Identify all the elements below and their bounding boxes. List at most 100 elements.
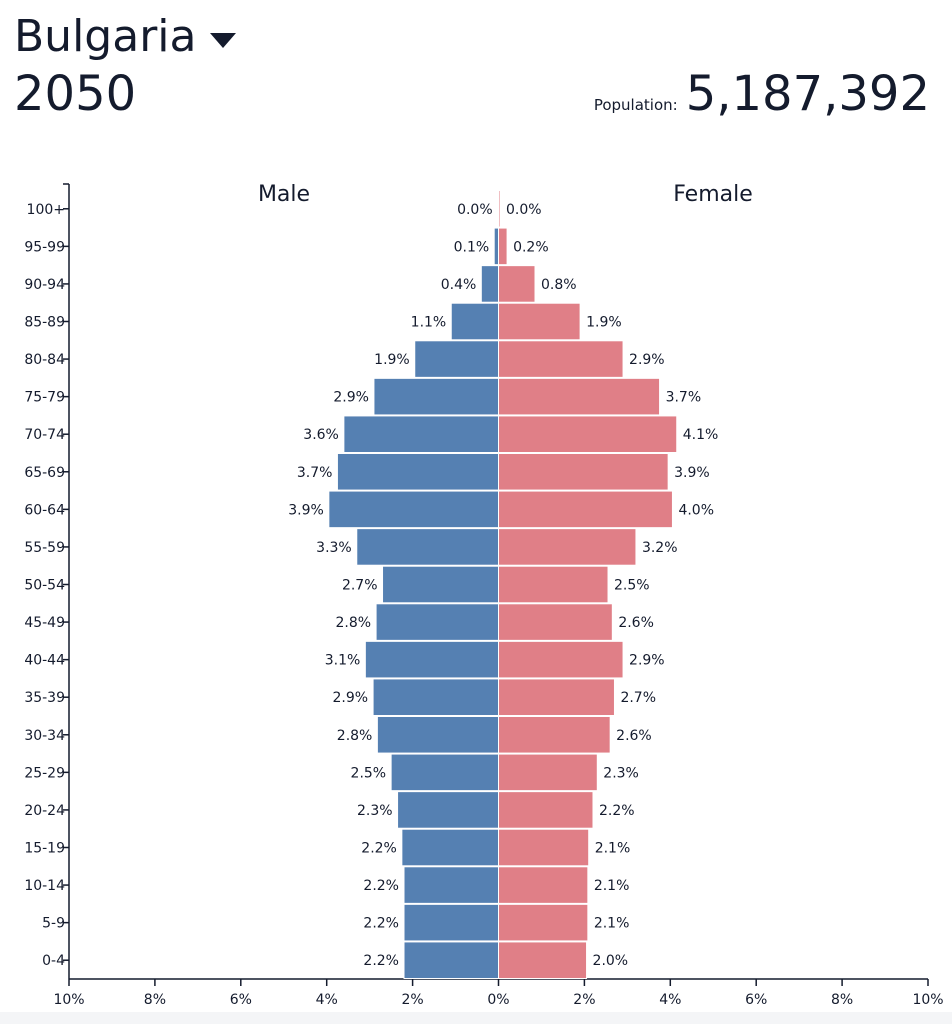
age-group-label: 35-39 <box>24 690 65 706</box>
female-value-label: 2.9% <box>629 653 665 669</box>
country-name: Bulgaria <box>14 11 197 62</box>
female-value-label: 0.2% <box>513 239 549 255</box>
age-group-label: 90-94 <box>24 277 65 293</box>
age-group-label: 15-19 <box>24 841 65 857</box>
female-bar <box>498 603 613 641</box>
female-bar <box>498 528 637 566</box>
female-value-label: 2.5% <box>614 578 650 594</box>
male-bar <box>364 640 500 679</box>
female-bar <box>498 377 661 416</box>
female-value-label: 2.6% <box>618 615 654 631</box>
male-value-label: 2.2% <box>363 916 399 932</box>
male-bar <box>493 227 499 266</box>
female-value-label: 2.1% <box>595 841 631 857</box>
male-value-label: 2.2% <box>361 841 397 857</box>
female-value-label: 2.7% <box>620 690 656 706</box>
female-bar <box>498 190 501 228</box>
x-tick-label: 2% <box>401 992 423 1008</box>
female-value-label: 4.0% <box>678 502 714 518</box>
age-group-label: 25-29 <box>24 765 65 781</box>
dropdown-caret-icon[interactable] <box>210 32 237 48</box>
male-bar <box>403 903 500 942</box>
male-value-label: 3.1% <box>325 653 361 669</box>
x-tick-label: 2% <box>573 992 595 1008</box>
age-group-label: 95-99 <box>24 239 65 255</box>
male-bar <box>336 453 499 491</box>
male-bar <box>376 716 500 754</box>
male-bar <box>372 678 499 717</box>
female-bar <box>498 227 508 266</box>
female-value-label: 2.1% <box>594 916 630 932</box>
male-value-label: 0.0% <box>457 202 493 218</box>
male-value-label: 1.1% <box>411 315 447 331</box>
age-group-label: 70-74 <box>24 427 65 443</box>
x-tick-label: 6% <box>745 992 767 1008</box>
age-group-label: 60-64 <box>24 502 65 518</box>
male-bar <box>414 340 499 378</box>
male-bar <box>375 603 499 641</box>
country-selector[interactable]: Bulgaria <box>14 10 237 64</box>
male-bar <box>373 377 500 416</box>
x-tick-label: 8% <box>144 992 166 1008</box>
male-value-label: 2.8% <box>336 615 372 631</box>
year-display: 2050 <box>14 66 137 122</box>
male-bar <box>401 828 499 867</box>
female-value-label: 3.7% <box>666 390 702 406</box>
population-value: 5,187,392 <box>685 66 930 122</box>
male-value-label: 2.9% <box>333 390 369 406</box>
female-bar <box>498 791 594 829</box>
bottom-strip <box>0 1012 952 1024</box>
legend-female: Female <box>673 182 753 207</box>
female-value-label: 2.1% <box>594 878 630 894</box>
x-tick-label: 10% <box>53 992 84 1008</box>
female-value-label: 2.0% <box>593 953 629 969</box>
female-bar <box>498 453 669 491</box>
age-group-label: 20-24 <box>24 803 65 819</box>
x-tick-label: 8% <box>831 992 853 1008</box>
male-value-label: 3.3% <box>316 540 352 556</box>
female-bar <box>498 866 589 904</box>
female-value-label: 3.9% <box>674 465 710 481</box>
female-value-label: 1.9% <box>586 315 622 331</box>
female-bar <box>498 565 609 604</box>
female-bar <box>498 828 590 867</box>
male-value-label: 2.2% <box>363 953 399 969</box>
male-value-label: 3.9% <box>288 502 324 518</box>
male-bar <box>480 265 500 303</box>
female-value-label: 2.6% <box>616 728 652 744</box>
male-value-label: 3.6% <box>303 427 339 443</box>
age-group-label: 75-79 <box>24 390 65 406</box>
male-bar <box>382 565 499 604</box>
age-group-label: 50-54 <box>24 578 65 594</box>
male-bar <box>450 302 500 341</box>
female-bar <box>498 415 678 453</box>
female-bar <box>498 678 615 717</box>
male-bar <box>403 941 500 980</box>
male-value-label: 2.9% <box>333 690 369 706</box>
female-value-label: 4.1% <box>683 427 719 443</box>
male-bar <box>390 753 499 792</box>
x-tick-label: 6% <box>230 992 252 1008</box>
female-value-label: 0.8% <box>541 277 577 293</box>
male-value-label: 2.5% <box>351 765 387 781</box>
x-tick-label: 0% <box>487 992 509 1008</box>
age-group-label: 40-44 <box>24 653 65 669</box>
x-tick-label: 4% <box>659 992 681 1008</box>
female-bar <box>498 302 581 341</box>
age-group-label: 30-34 <box>24 728 65 744</box>
male-value-label: 2.2% <box>363 878 399 894</box>
male-bar <box>397 791 500 829</box>
male-value-label: 2.7% <box>342 578 378 594</box>
age-group-label: 55-59 <box>24 540 65 556</box>
male-value-label: 0.4% <box>441 277 477 293</box>
female-value-label: 2.9% <box>629 352 665 368</box>
age-group-label: 100+ <box>27 202 65 218</box>
x-tick-label: 4% <box>316 992 338 1008</box>
male-bar <box>343 415 499 453</box>
age-group-label: 80-84 <box>24 352 65 368</box>
female-value-label: 3.2% <box>642 540 678 556</box>
population-label: Population: <box>593 96 678 114</box>
male-value-label: 2.8% <box>337 728 373 744</box>
female-value-label: 2.3% <box>603 765 639 781</box>
